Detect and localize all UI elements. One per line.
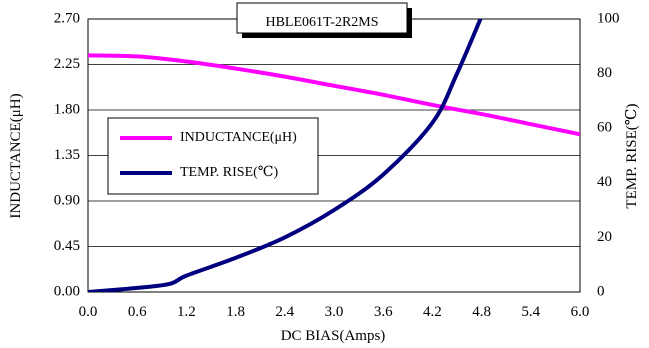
x-tick-label: 3.6 (374, 304, 393, 320)
y-axis-right-label: TEMP. RISE(℃) (624, 103, 640, 208)
x-tick-label: 5.4 (521, 304, 540, 320)
x-tick-label: 3.0 (325, 304, 344, 320)
y-left-tick-label: 1.80 (54, 101, 80, 117)
legend-label-inductance: INDUCTANCE(μH) (180, 130, 297, 145)
x-tick-label: 4.2 (423, 304, 442, 320)
y-left-tick-label: 0.00 (54, 283, 80, 299)
x-tick-label: 1.8 (226, 304, 245, 320)
x-tick-label: 0.0 (79, 304, 98, 320)
legend-label-temp-rise: TEMP. RISE(℃) (180, 165, 278, 180)
x-axis-label: DC BIAS(Amps) (281, 328, 386, 344)
series-line-temp-rise (88, 19, 483, 292)
y-left-tick-label: 0.45 (54, 238, 80, 254)
x-tick-label: 1.2 (177, 304, 196, 320)
x-tick-label: 2.4 (275, 304, 294, 320)
ticks-layer: 0.00 0.45 0.90 1.35 1.80 2.25 2.70 0 20 40 60 80 100… (54, 10, 620, 320)
y-left-tick-label: 2.70 (54, 10, 80, 26)
y-right-tick-label: 40 (597, 174, 612, 190)
y-left-tick-label: 2.25 (54, 56, 80, 72)
legend: INDUCTANCE(μH) TEMP. RISE(℃) (107, 117, 319, 195)
y-right-tick-label: 80 (597, 65, 612, 81)
x-tick-label: 0.6 (128, 304, 147, 320)
y-right-tick-label: 20 (597, 229, 612, 245)
y-right-tick-label: 100 (597, 10, 620, 26)
x-tick-label: 6.0 (571, 304, 590, 320)
series-layer (88, 19, 580, 292)
series-line-inductance (88, 53, 580, 137)
x-tick-label: 4.8 (472, 304, 491, 320)
y-axis-left-label: INDUCTANCE(μH) (8, 93, 24, 218)
chart-title: HBLE061T-2R2MS (265, 15, 378, 30)
y-right-tick-label: 0 (597, 283, 605, 299)
y-left-tick-label: 1.35 (54, 147, 80, 163)
y-right-tick-label: 60 (597, 120, 612, 136)
chart-title-box: HBLE061T-2R2MS (236, 2, 412, 38)
y-left-tick-label: 0.90 (54, 192, 80, 208)
